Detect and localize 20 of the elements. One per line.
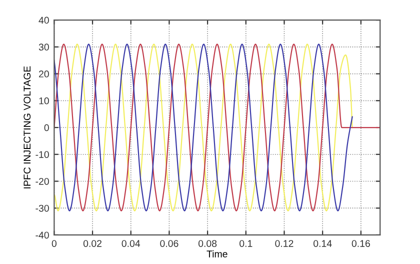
x-tick-label: 0.14: [314, 240, 332, 247]
y-tick-label: 10: [39, 97, 49, 104]
y-tick-label: 40: [38, 16, 49, 24]
y-tick-label: 20: [38, 70, 49, 78]
y-tick-label: -10: [36, 151, 49, 158]
y-tick-label: -40: [36, 232, 49, 239]
x-axis-title: Time: [206, 250, 228, 258]
x-tick-label: 0.06: [160, 240, 178, 247]
x-tick-label: 0.1: [240, 240, 252, 247]
y-tick-label: -30: [36, 204, 49, 212]
x-tick-label: 0.02: [83, 240, 102, 247]
x-tick-label: 0: [52, 240, 57, 247]
x-tick-label: 0.16: [352, 240, 370, 247]
x-tick-label: 0.04: [122, 240, 140, 247]
x-tick-label: 0.08: [198, 240, 217, 247]
y-axis-title: IPFC INJECTING VOLTAGE: [24, 66, 31, 188]
y-tick-label: 30: [38, 44, 49, 51]
y-tick-label: -20: [36, 178, 49, 185]
x-tick-label: 0.12: [275, 240, 294, 247]
y-tick-label: 0: [44, 124, 49, 132]
